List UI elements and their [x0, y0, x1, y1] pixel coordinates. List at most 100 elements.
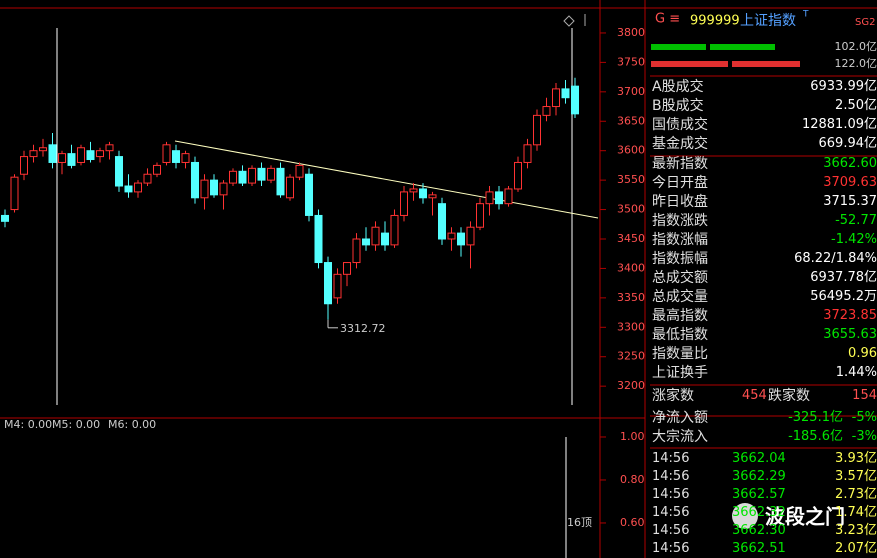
header-tag: SG2 [855, 17, 875, 28]
candle-body [219, 182, 228, 196]
candle-body [333, 273, 342, 299]
header-prefix: G ≡ [655, 12, 680, 27]
candle-body [466, 226, 475, 246]
breadth-label: 跌家数 [768, 388, 810, 404]
candle-body [238, 170, 247, 184]
flow-pct: -5% [851, 410, 877, 425]
tick-price: 3662.51 [732, 541, 786, 556]
candle-body [343, 262, 351, 275]
row-value: -52.77 [835, 213, 877, 228]
row-label: 指数量比 [652, 346, 708, 362]
tick-time: 14:56 [652, 469, 690, 484]
row-value: -1.42% [831, 232, 877, 247]
row-label: 总成交量 [652, 289, 708, 305]
row-label: 最低指数 [652, 327, 708, 343]
candle-body [428, 194, 437, 199]
candle-body [48, 144, 57, 163]
candle-body [39, 147, 47, 152]
candle-body [248, 167, 256, 184]
trend-line [174, 140, 599, 219]
candle-body [533, 114, 541, 146]
bar-label: 102.0亿 [835, 40, 877, 53]
volume-label: 16顶 [567, 516, 592, 529]
row-label: 总成交额 [652, 270, 708, 286]
candle-body [495, 191, 503, 205]
tick-volume: 1.74亿 [835, 505, 877, 520]
annotation: 3312.72 [340, 322, 386, 335]
flow-label: 大宗流入 [652, 429, 708, 445]
candle-body [561, 88, 570, 99]
breadth-label: 涨家数 [652, 388, 694, 404]
y-tick-label: 0.60 [620, 516, 645, 529]
candle-body [1, 214, 9, 222]
tick-price: 3662.30 [732, 523, 786, 538]
candle-body [552, 88, 560, 108]
tick-volume: 2.07亿 [835, 541, 877, 556]
candle-body [485, 191, 494, 205]
candle-body [77, 147, 85, 163]
watermark-icon [732, 503, 758, 529]
header-code: 999999 [690, 14, 740, 29]
row-value: 56495.2万 [810, 289, 877, 304]
candle-body [381, 232, 389, 246]
tick-price: 3662.04 [732, 451, 786, 466]
y-tick-label: 3400 [617, 261, 645, 274]
row-value: 6937.78亿 [810, 270, 877, 285]
y-tick-label: 3550 [617, 173, 645, 186]
volume-bar [651, 44, 706, 50]
bar-label: 122.0亿 [835, 57, 877, 70]
row-label: 昨日收盘 [652, 194, 708, 210]
breadth-value: 454 [742, 388, 767, 403]
candle-body [314, 214, 323, 264]
tick-volume: 3.57亿 [835, 469, 877, 484]
row-label: 今日开盘 [652, 175, 708, 191]
candle-body [10, 176, 19, 211]
tick-volume: 3.23亿 [835, 523, 877, 538]
row-label: B股成交 [652, 98, 704, 114]
candle-body [371, 226, 380, 246]
row-label: 最新指数 [652, 156, 708, 172]
candle-body [523, 144, 532, 163]
volume-bar [710, 44, 775, 50]
tick-time: 14:56 [652, 505, 690, 520]
row-label: 指数涨跌 [652, 213, 708, 229]
candle-body [295, 164, 304, 178]
indicator: M6: 0.00 [108, 418, 156, 431]
flow-value: -325.1亿 [788, 410, 843, 425]
candle-body [181, 153, 190, 163]
watermark: 波段之门 [765, 505, 845, 529]
row-value: 3662.60 [823, 156, 877, 171]
candle-body [267, 167, 275, 181]
candle-body [476, 203, 484, 228]
y-tick-label: 3300 [617, 320, 645, 333]
flow-label: 净流入额 [652, 410, 708, 426]
header-name: 上证指数 [740, 13, 796, 29]
y-tick-label: 3350 [617, 291, 645, 304]
candle-body [20, 156, 28, 175]
candle-body [210, 179, 218, 196]
row-value: 6933.99亿 [810, 79, 877, 94]
row-value: 3709.63 [823, 175, 877, 190]
candle-body [390, 214, 399, 246]
tick-time: 14:56 [652, 541, 690, 556]
row-label: 基金成交 [652, 136, 708, 152]
row-label: 最高指数 [652, 308, 708, 324]
candle-body [457, 232, 465, 246]
candle-body [447, 232, 456, 240]
row-label: A股成交 [652, 79, 704, 95]
candle-body [115, 156, 123, 187]
y-tick-label: 3200 [617, 379, 645, 392]
y-tick-label: 3800 [617, 26, 645, 39]
candle-body [571, 85, 579, 115]
candle-body [419, 188, 427, 199]
y-tick-label: 3250 [617, 350, 645, 363]
candle-body [352, 238, 361, 264]
row-value: 3715.37 [823, 194, 877, 209]
y-tick-label: 0.80 [620, 473, 645, 486]
candle-body [124, 185, 133, 193]
candle-body [29, 150, 38, 158]
row-value: 3723.85 [823, 308, 877, 323]
